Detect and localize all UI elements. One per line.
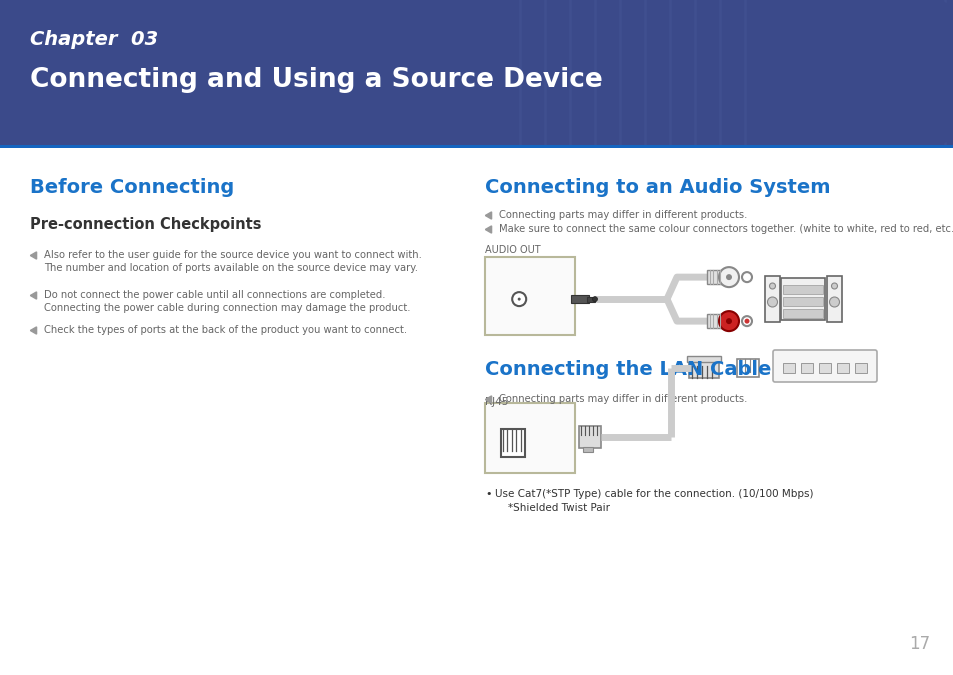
Bar <box>826 276 841 322</box>
Bar <box>782 285 822 294</box>
FancyBboxPatch shape <box>484 257 575 335</box>
Bar <box>706 314 724 328</box>
Circle shape <box>512 292 526 306</box>
Bar <box>818 363 830 373</box>
Circle shape <box>741 316 751 326</box>
Text: Connecting parts may differ in different products.: Connecting parts may differ in different… <box>498 210 746 220</box>
Circle shape <box>725 274 731 280</box>
Bar <box>737 359 759 377</box>
Text: Connecting the LAN Cable: Connecting the LAN Cable <box>484 360 771 379</box>
Bar <box>688 358 719 378</box>
Text: Make sure to connect the same colour connectors together. (white to white, red t: Make sure to connect the same colour con… <box>498 224 953 234</box>
Bar <box>706 270 724 284</box>
Circle shape <box>769 283 775 289</box>
FancyBboxPatch shape <box>484 403 575 473</box>
Bar <box>782 309 822 318</box>
Text: The number and location of ports available on the source device may vary.: The number and location of ports availab… <box>44 263 417 273</box>
Text: *Shielded Twist Pair: *Shielded Twist Pair <box>495 503 609 513</box>
Text: Chapter  03: Chapter 03 <box>30 30 158 49</box>
FancyBboxPatch shape <box>772 350 876 382</box>
Text: Do not connect the power cable until all connections are completed.: Do not connect the power cable until all… <box>44 290 385 300</box>
Bar <box>571 295 588 303</box>
Circle shape <box>743 319 749 323</box>
Bar <box>836 363 848 373</box>
Bar <box>0 145 953 148</box>
Bar <box>782 297 822 306</box>
Text: Connecting parts may differ in different products.: Connecting parts may differ in different… <box>498 394 746 404</box>
Text: Pre-connection Checkpoints: Pre-connection Checkpoints <box>30 217 261 232</box>
Circle shape <box>725 318 731 324</box>
Bar <box>686 356 720 362</box>
Text: Use Cat7(*STP Type) cable for the connection. (10/100 Mbps): Use Cat7(*STP Type) cable for the connec… <box>495 489 813 499</box>
Text: Connecting and Using a Source Device: Connecting and Using a Source Device <box>30 67 602 93</box>
Bar <box>801 363 812 373</box>
Circle shape <box>767 297 777 307</box>
Text: RJ45: RJ45 <box>484 397 508 407</box>
Bar <box>578 426 600 448</box>
Text: AUDIO OUT: AUDIO OUT <box>484 245 540 255</box>
Text: Before Connecting: Before Connecting <box>30 178 234 197</box>
Text: Check the types of ports at the back of the product you want to connect.: Check the types of ports at the back of … <box>44 325 407 335</box>
Circle shape <box>517 298 520 300</box>
Circle shape <box>741 272 751 282</box>
Text: Also refer to the user guide for the source device you want to connect with.: Also refer to the user guide for the sou… <box>44 250 421 260</box>
Circle shape <box>828 297 839 307</box>
Bar <box>782 363 794 373</box>
Text: •: • <box>484 489 491 499</box>
FancyBboxPatch shape <box>749 0 953 145</box>
Bar <box>586 296 595 302</box>
Bar <box>781 278 824 320</box>
Text: Connecting the power cable during connection may damage the product.: Connecting the power cable during connec… <box>44 303 410 313</box>
Bar <box>764 276 780 322</box>
Circle shape <box>719 267 739 287</box>
Text: 17: 17 <box>908 635 929 653</box>
Bar <box>0 0 953 145</box>
Text: Connecting to an Audio System: Connecting to an Audio System <box>484 178 830 197</box>
Circle shape <box>719 311 739 331</box>
Circle shape <box>831 283 837 289</box>
Bar <box>500 429 524 457</box>
Circle shape <box>592 296 597 302</box>
Bar <box>582 447 593 452</box>
Bar <box>854 363 866 373</box>
